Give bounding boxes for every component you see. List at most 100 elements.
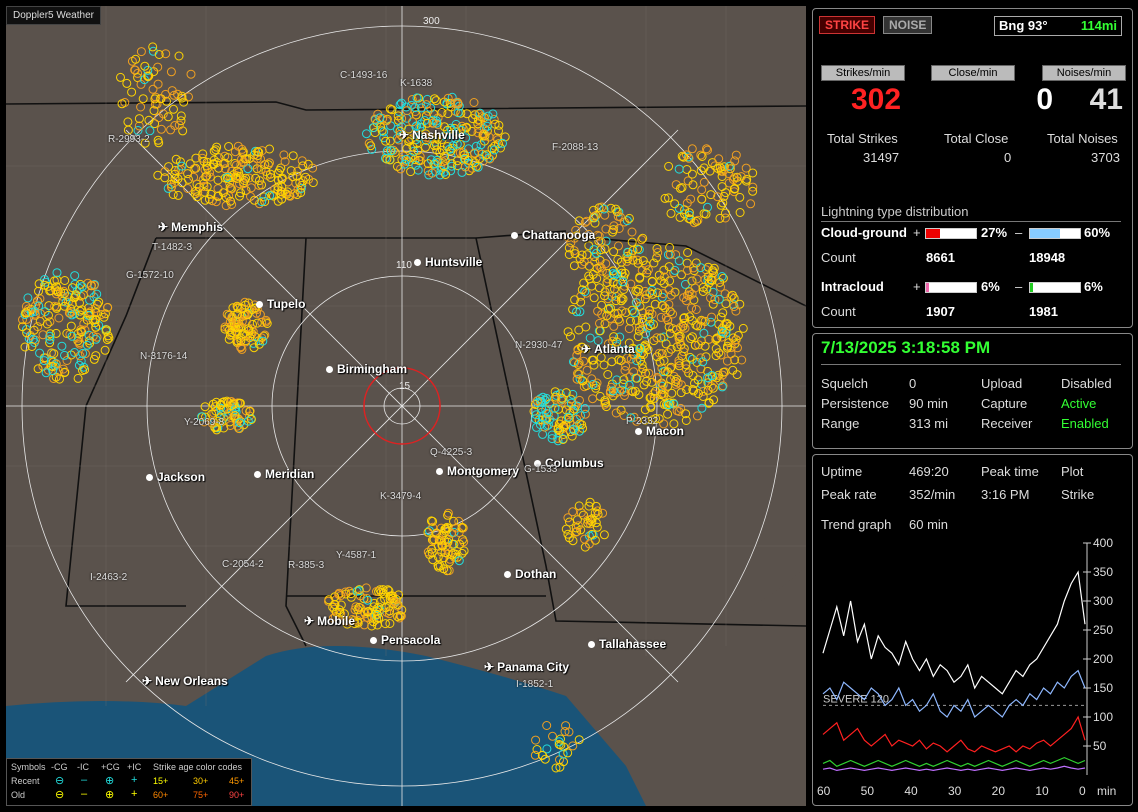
strike-marker [253,147,263,156]
strike-marker [432,155,442,165]
strike-marker [35,348,45,358]
strike-marker [234,424,244,433]
strike-marker [408,142,418,152]
strike-marker [479,129,489,139]
strike-marker [731,306,741,316]
strike-marker [86,288,96,298]
strike-marker [364,606,373,616]
strike-marker [599,360,609,370]
x-tick-label: 20 [992,784,1006,798]
storm-cell-label[interactable]: C-1493-16 [340,70,388,81]
strike-marker [176,116,186,126]
strike-marker [711,351,721,361]
strike-marker [440,151,449,161]
strike-marker [140,138,150,148]
storm-cell-label[interactable]: G-1572-10 [126,270,174,281]
strike-marker [257,317,267,327]
strike-marker [654,414,664,424]
storm-cell-label[interactable]: Q-4225-3 [430,447,473,458]
strike-marker [297,156,307,166]
storm-cell-label[interactable]: N-3176-14 [140,351,188,362]
strike-marker [220,322,230,332]
strike-marker [569,261,579,271]
strike-marker [659,419,669,429]
plot-value[interactable]: Strike [1061,487,1095,502]
strike-tag[interactable]: STRIKE [819,16,876,34]
strike-marker [232,166,242,176]
strike-marker [215,413,225,423]
strike-marker [473,119,483,129]
strike-marker [702,284,712,294]
strike-marker [448,141,458,151]
lightning-map[interactable]: 300 110 15 ✈ Nashville ✈ Memphis Chattanooga… [6,6,806,806]
trend-series-line-0 [822,570,1086,695]
age-45: 45+ [229,776,245,786]
strike-marker [447,159,457,169]
strike-marker [243,164,253,174]
strike-marker [748,186,758,196]
strike-marker [225,183,235,192]
strikes-per-min-label: Strikes/min [821,65,905,81]
storm-cell-label[interactable]: K-1638 [400,78,433,89]
strike-marker [591,211,601,220]
neg-cg-recent-icon: ⊖ [55,775,65,787]
strike-marker [687,354,697,364]
strike-marker [439,553,449,563]
noise-tag[interactable]: NOISE [883,16,933,34]
storm-cell-label[interactable]: K-3479-4 [380,491,422,502]
strike-marker [677,183,687,193]
strike-marker [732,370,742,380]
strike-marker [193,187,203,197]
strike-marker [58,296,68,306]
trend-graph-value[interactable]: 60 min [909,517,949,532]
strike-marker [677,270,686,280]
strike-marker [285,191,295,201]
strike-marker [707,272,717,282]
strike-marker [91,322,101,332]
storm-cell-label[interactable]: P-2332 [626,416,659,427]
strike-marker [60,350,69,360]
strike-marker [659,389,669,398]
strike-marker [328,613,338,623]
strike-marker [638,256,648,266]
strike-marker [612,279,622,289]
storm-cell-label[interactable]: I-1852-1 [516,679,554,690]
strike-marker [243,310,253,320]
strike-marker [66,304,76,314]
strike-marker [246,324,256,334]
storm-cell-label[interactable]: N-2930-47 [515,340,563,351]
total-noises: 3703 [1091,150,1120,165]
storm-cell-label[interactable]: R-2993-2 [108,134,150,145]
storm-cell-label[interactable]: F-2088-13 [552,142,599,153]
storm-cell-label[interactable]: G-1533 [524,464,558,475]
storm-cell-label[interactable]: C-2054-2 [222,559,264,570]
strike-marker [589,211,599,221]
strike-marker [133,68,143,78]
strike-marker [100,345,110,355]
storm-cell-label[interactable]: R-385-3 [288,560,325,571]
strike-marker [681,409,691,419]
strike-marker [227,330,237,340]
strike-marker [611,341,621,351]
strike-marker [75,351,85,361]
strike-marker [401,154,411,164]
strike-marker [748,182,758,192]
storm-cell-label[interactable]: T-1482-3 [152,242,193,253]
strike-marker [595,326,605,336]
noises-per-min: 41 [1089,83,1123,116]
strike-marker [675,212,685,222]
x-axis-label: min [1097,784,1116,798]
pos-cg-old-icon: ⊕ [105,789,115,801]
strike-marker [362,129,371,139]
strike-marker [592,274,602,284]
strike-marker [663,381,673,391]
strike-marker [258,336,268,346]
strike-marker [649,389,658,399]
storm-cell-label[interactable]: Y-2069-8 [184,417,225,428]
strike-marker [735,192,745,202]
storm-cell-label[interactable]: I-2463-2 [90,572,128,583]
strike-marker [169,104,178,114]
storm-cell-label[interactable]: Y-4587-1 [336,550,377,561]
strike-marker [568,741,578,751]
